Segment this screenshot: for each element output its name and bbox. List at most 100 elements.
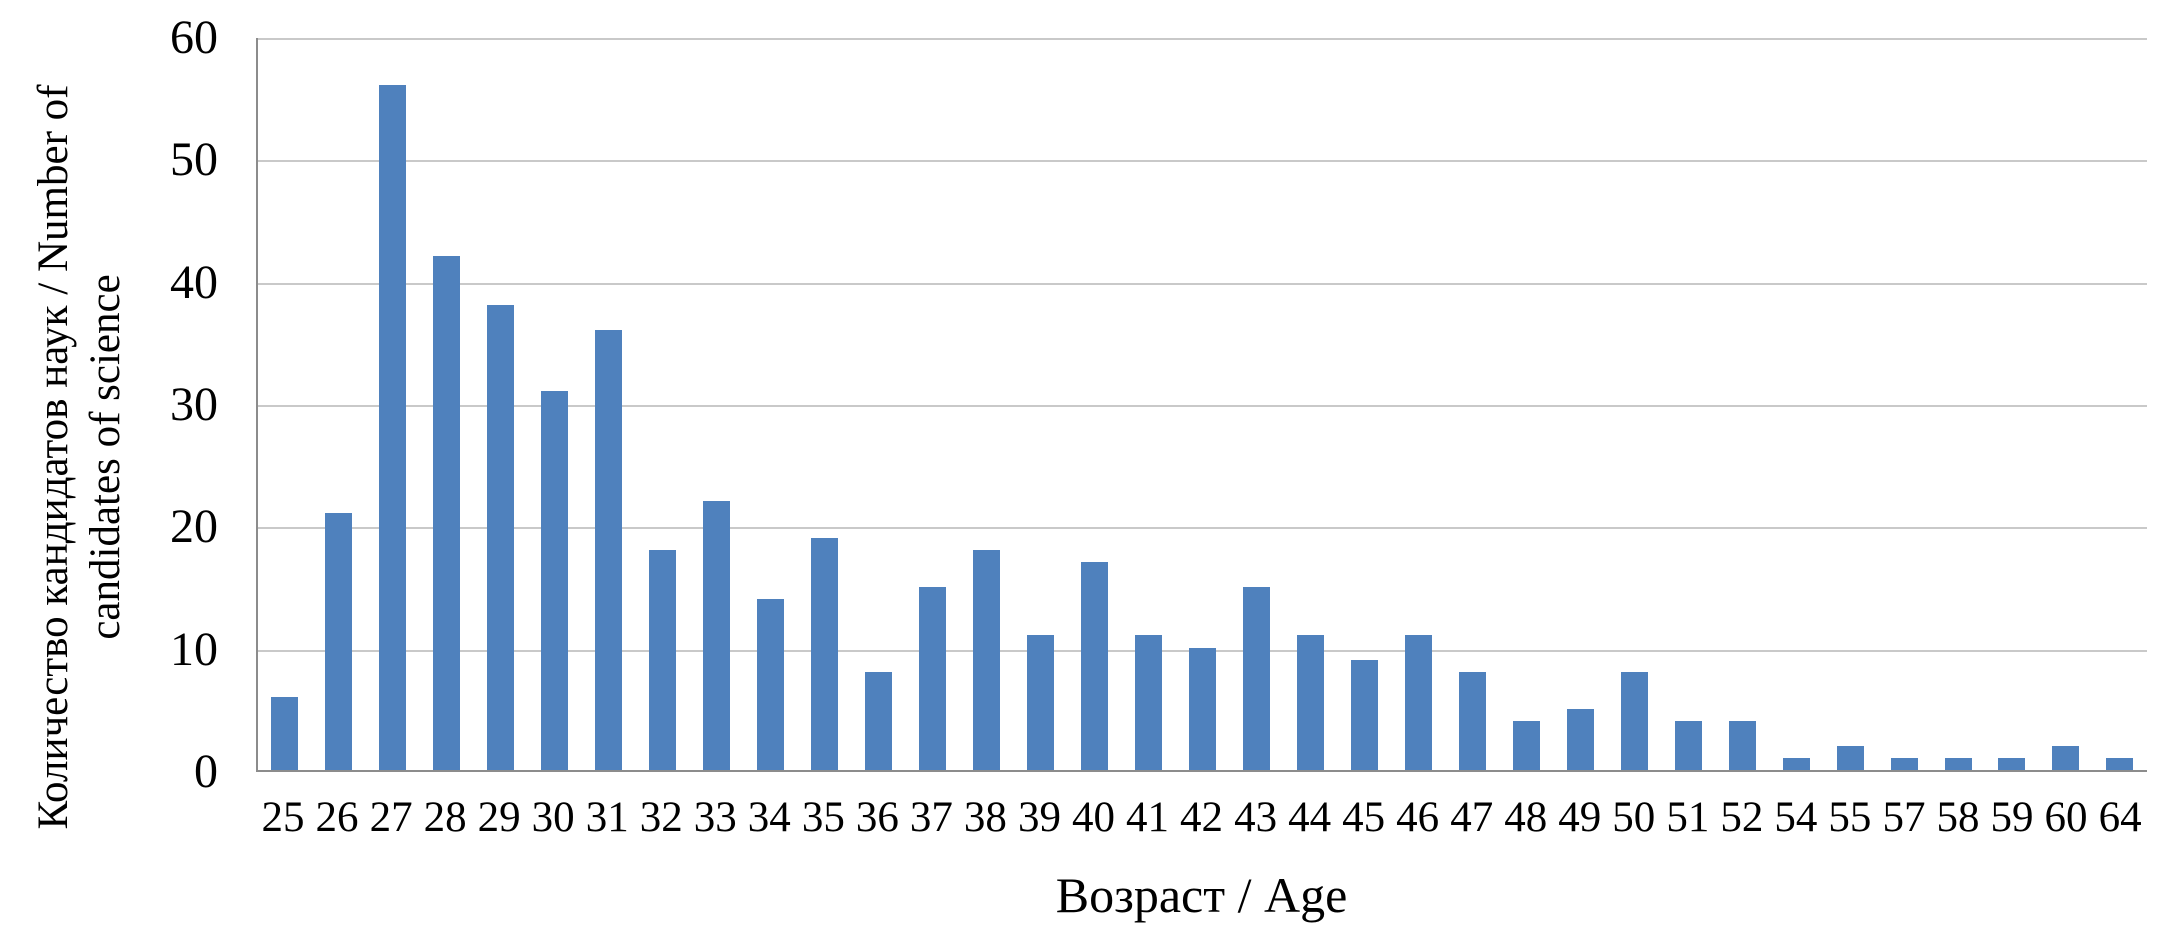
bar-slot bbox=[474, 38, 528, 770]
x-tick-label: 49 bbox=[1558, 794, 1602, 841]
bar-slot bbox=[852, 38, 906, 770]
bar-slot bbox=[1553, 38, 1607, 770]
bar-slot bbox=[1229, 38, 1283, 770]
x-tick-label: 51 bbox=[1666, 794, 1710, 841]
x-tick-label: 41 bbox=[1126, 794, 1170, 841]
x-tick-label: 43 bbox=[1234, 794, 1278, 841]
bar-age-42 bbox=[1188, 647, 1216, 770]
bar-age-45 bbox=[1350, 659, 1378, 770]
x-tick-label: 64 bbox=[2098, 794, 2142, 841]
y-tick-label: 0 bbox=[194, 745, 218, 798]
bar-slot bbox=[1931, 38, 1985, 770]
bar-slot bbox=[1715, 38, 1769, 770]
bar-age-44 bbox=[1296, 635, 1324, 770]
x-tick-label: 26 bbox=[315, 794, 359, 841]
bar-slot bbox=[744, 38, 798, 770]
x-tick-label: 52 bbox=[1720, 794, 1764, 841]
bar-slot bbox=[690, 38, 744, 770]
bar-slot bbox=[798, 38, 852, 770]
x-axis-tick-labels: 25 26 27 28 29 30 31 32 33 34 35 36 37 38 39 40 41 42 43 44… bbox=[256, 793, 2147, 843]
bar-slot bbox=[1661, 38, 1715, 770]
bar-age-46 bbox=[1404, 635, 1432, 770]
bar-slot bbox=[1068, 38, 1122, 770]
x-tick-label: 47 bbox=[1450, 794, 1494, 841]
bar-age-41 bbox=[1134, 635, 1162, 770]
bar-age-29 bbox=[487, 305, 515, 770]
bar-slot bbox=[1499, 38, 1553, 770]
bar-age-64 bbox=[2106, 757, 2134, 770]
x-tick-label: 28 bbox=[423, 794, 467, 841]
x-tick-label: 48 bbox=[1504, 794, 1548, 841]
x-tick-label: 46 bbox=[1396, 794, 1440, 841]
y-tick-label: 40 bbox=[170, 255, 218, 309]
bar-slot bbox=[582, 38, 636, 770]
y-tick-label: 50 bbox=[170, 133, 218, 187]
x-tick-label: 50 bbox=[1612, 794, 1656, 841]
bar-age-32 bbox=[649, 549, 677, 770]
bar-age-48 bbox=[1512, 721, 1540, 770]
gridline bbox=[258, 405, 2147, 407]
bar-slot bbox=[1391, 38, 1445, 770]
x-tick-label: 33 bbox=[693, 794, 737, 841]
bar-age-28 bbox=[433, 256, 461, 770]
bar-age-43 bbox=[1242, 586, 1270, 770]
gridline bbox=[258, 38, 2147, 40]
bar-age-60 bbox=[2052, 745, 2080, 770]
bar-age-57 bbox=[1890, 757, 1918, 770]
bar-age-26 bbox=[325, 513, 353, 770]
x-tick-label: 55 bbox=[1828, 794, 1872, 841]
y-tick-label: 10 bbox=[170, 622, 218, 676]
plot-area bbox=[256, 38, 2147, 772]
bar-age-47 bbox=[1458, 672, 1486, 770]
x-tick-label: 44 bbox=[1288, 794, 1332, 841]
bar-age-34 bbox=[757, 598, 785, 770]
bar-slot bbox=[1769, 38, 1823, 770]
bar-slot bbox=[1283, 38, 1337, 770]
bar-slot bbox=[366, 38, 420, 770]
x-tick-label: 29 bbox=[477, 794, 521, 841]
bar-slot bbox=[1122, 38, 1176, 770]
bar-slot bbox=[2093, 38, 2147, 770]
y-tick-label: 60 bbox=[170, 11, 218, 64]
x-tick-label: 32 bbox=[639, 794, 683, 841]
x-tick-label: 40 bbox=[1071, 794, 1115, 841]
bar-age-40 bbox=[1081, 562, 1109, 770]
bar-age-59 bbox=[1998, 757, 2026, 770]
bar-age-49 bbox=[1566, 708, 1594, 770]
bar-age-30 bbox=[541, 390, 569, 770]
bar-slot bbox=[420, 38, 474, 770]
x-tick-label: 37 bbox=[909, 794, 953, 841]
bar-age-51 bbox=[1674, 721, 1702, 770]
x-tick-label: 38 bbox=[963, 794, 1007, 841]
bar-slot bbox=[1014, 38, 1068, 770]
y-tick-label: 30 bbox=[170, 378, 218, 431]
x-tick-label: 58 bbox=[1936, 794, 1980, 841]
bar-age-52 bbox=[1728, 721, 1756, 770]
x-tick-label: 34 bbox=[747, 794, 791, 841]
bar-age-38 bbox=[973, 549, 1001, 770]
x-tick-label: 31 bbox=[585, 794, 629, 841]
bar-age-50 bbox=[1620, 672, 1648, 770]
x-tick-label: 59 bbox=[1990, 794, 2034, 841]
x-tick-label: 36 bbox=[855, 794, 899, 841]
gridline bbox=[258, 527, 2147, 530]
x-tick-label: 45 bbox=[1342, 794, 1386, 841]
bar-age-25 bbox=[271, 696, 299, 770]
bar-age-36 bbox=[865, 672, 893, 770]
bar-slot bbox=[1337, 38, 1391, 770]
bar-slot bbox=[906, 38, 960, 770]
bar-age-54 bbox=[1782, 757, 1810, 770]
bar-age-31 bbox=[595, 329, 623, 770]
x-tick-label: 42 bbox=[1180, 794, 1224, 841]
bar-slot bbox=[528, 38, 582, 770]
x-tick-label: 27 bbox=[369, 794, 413, 841]
bar-slot bbox=[1175, 38, 1229, 770]
bar-age-55 bbox=[1836, 745, 1864, 770]
bar-slot bbox=[1607, 38, 1661, 770]
bar-slot bbox=[258, 38, 312, 770]
bar-slot bbox=[1985, 38, 2039, 770]
bar-slot bbox=[1823, 38, 1877, 770]
x-tick-label: 60 bbox=[2044, 794, 2088, 841]
bar-age-33 bbox=[703, 500, 731, 770]
